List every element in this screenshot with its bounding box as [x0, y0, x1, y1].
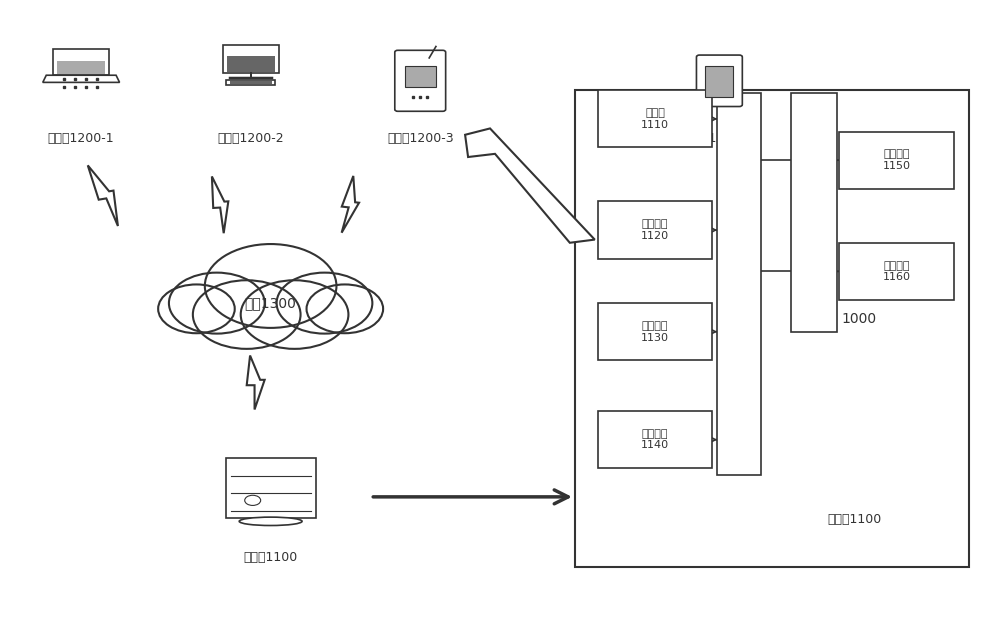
Polygon shape	[88, 165, 118, 226]
FancyBboxPatch shape	[405, 66, 436, 87]
Circle shape	[158, 285, 235, 333]
Text: 客户端1200-3: 客户端1200-3	[387, 131, 454, 145]
Ellipse shape	[239, 517, 302, 526]
FancyBboxPatch shape	[705, 66, 733, 98]
FancyBboxPatch shape	[53, 49, 109, 75]
Polygon shape	[43, 75, 120, 82]
FancyBboxPatch shape	[230, 81, 272, 84]
Polygon shape	[465, 128, 595, 243]
Text: 客户端1200-4: 客户端1200-4	[686, 131, 753, 145]
Text: 输入装置
1160: 输入装置 1160	[882, 260, 910, 282]
Circle shape	[307, 285, 383, 333]
Text: 接口装置
1130: 接口装置 1130	[641, 321, 669, 343]
FancyBboxPatch shape	[598, 411, 712, 468]
FancyBboxPatch shape	[696, 55, 742, 107]
FancyBboxPatch shape	[226, 459, 316, 518]
Polygon shape	[212, 177, 228, 234]
Text: 通信装置
1140: 通信装置 1140	[641, 429, 669, 450]
FancyBboxPatch shape	[226, 80, 275, 85]
Text: 实施环境: 实施环境	[842, 261, 876, 275]
Text: 处理器
1110: 处理器 1110	[641, 108, 669, 130]
Text: 客户端1200-2: 客户端1200-2	[217, 131, 284, 145]
Text: 网络1300: 网络1300	[245, 296, 297, 310]
FancyBboxPatch shape	[839, 131, 954, 189]
Polygon shape	[247, 355, 265, 410]
Circle shape	[193, 280, 301, 349]
FancyBboxPatch shape	[598, 303, 712, 360]
Text: 1000: 1000	[841, 312, 877, 326]
FancyBboxPatch shape	[839, 243, 954, 300]
Circle shape	[169, 272, 265, 334]
Text: 显示装置
1150: 显示装置 1150	[882, 149, 910, 171]
FancyBboxPatch shape	[575, 91, 969, 567]
Text: 客户端1200-1: 客户端1200-1	[48, 131, 114, 145]
FancyBboxPatch shape	[57, 61, 105, 74]
FancyBboxPatch shape	[223, 45, 279, 73]
Text: 存储装置
1120: 存储装置 1120	[641, 219, 669, 241]
Circle shape	[241, 280, 348, 349]
Circle shape	[245, 495, 261, 505]
Polygon shape	[342, 176, 359, 233]
Circle shape	[277, 272, 372, 334]
Circle shape	[205, 244, 336, 328]
Text: 服务器1100: 服务器1100	[827, 512, 881, 526]
FancyBboxPatch shape	[717, 94, 761, 475]
FancyBboxPatch shape	[791, 94, 837, 332]
FancyBboxPatch shape	[598, 202, 712, 258]
FancyBboxPatch shape	[227, 56, 275, 71]
FancyBboxPatch shape	[395, 50, 446, 111]
FancyBboxPatch shape	[598, 91, 712, 147]
Text: 服务器1100: 服务器1100	[244, 551, 298, 564]
